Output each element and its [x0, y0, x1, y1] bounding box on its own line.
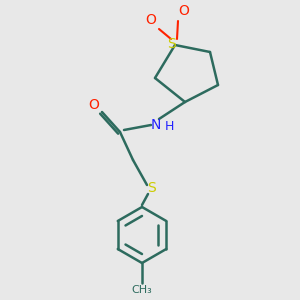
Text: H: H: [164, 121, 174, 134]
Text: O: O: [88, 98, 99, 112]
Text: N: N: [151, 118, 161, 132]
Text: S: S: [148, 181, 156, 195]
Text: CH₃: CH₃: [132, 285, 152, 295]
Text: O: O: [146, 13, 156, 27]
Text: O: O: [178, 4, 189, 18]
Text: S: S: [168, 37, 176, 51]
